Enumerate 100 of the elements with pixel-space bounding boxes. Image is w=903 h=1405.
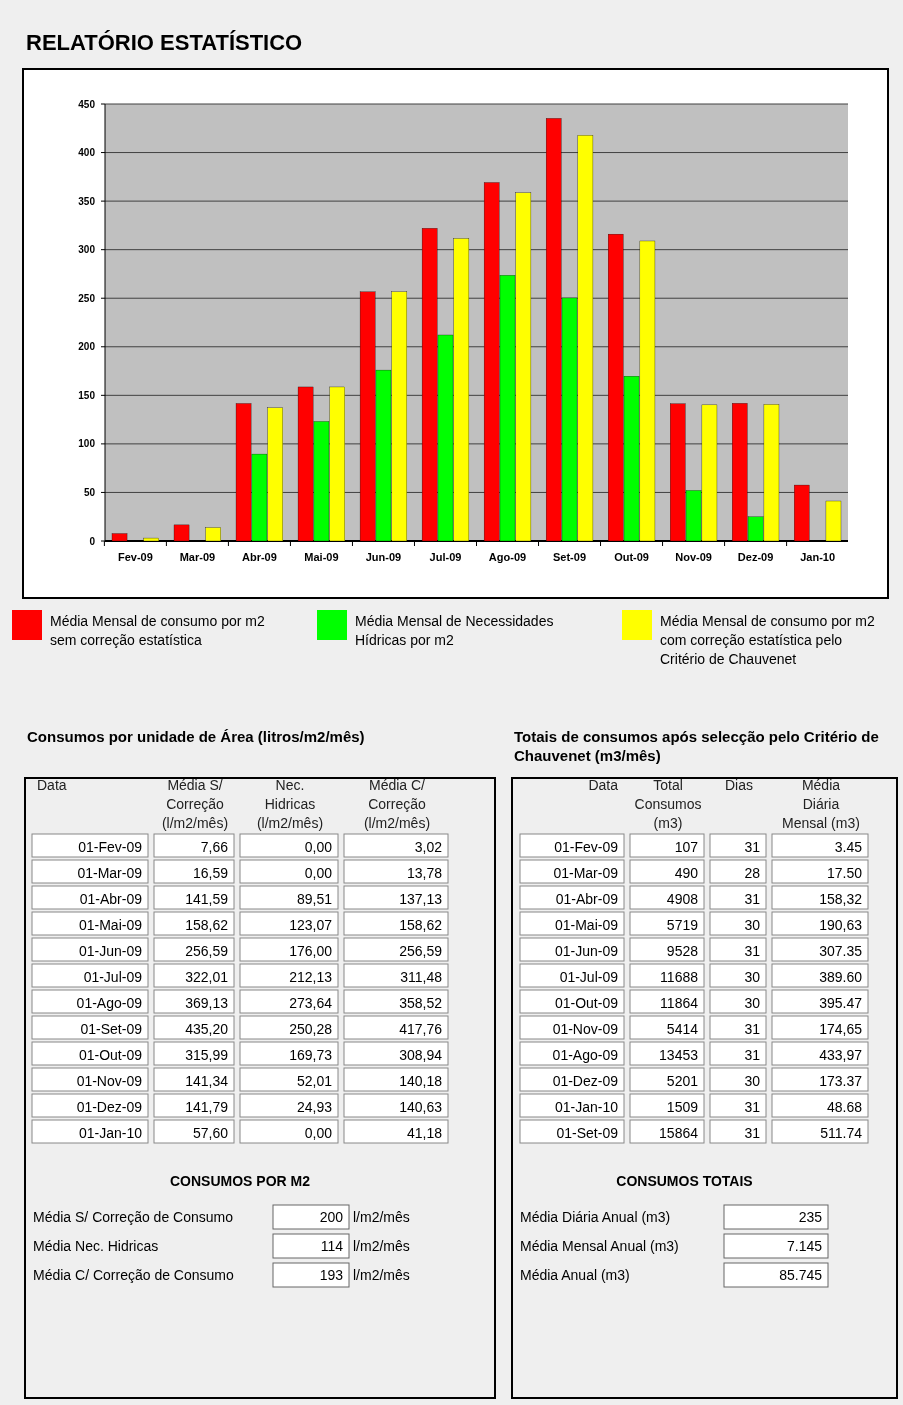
text: 250,28 — [289, 1021, 332, 1037]
text: 57,60 — [192, 1125, 228, 1141]
text: 52,01 — [296, 1073, 332, 1089]
category-label: 01-Mai-09 — [554, 917, 618, 933]
category-label: 01-Nov-09 — [552, 1021, 618, 1037]
y-tick-label: 0 — [89, 535, 96, 547]
text: 31 — [744, 943, 760, 959]
text: 193 — [319, 1267, 344, 1283]
x-tick-label: Mar-09 — [179, 551, 216, 563]
x-tick-label: Mai-09 — [304, 551, 339, 563]
text: 11688 — [660, 969, 698, 985]
category-label: Média Diária Mensal (m3) — [782, 777, 860, 831]
category-label: 01-Jul-09 — [559, 969, 618, 985]
text: 141,79 — [185, 1099, 228, 1115]
text: 16,59 — [192, 865, 228, 881]
text: 212,13 — [289, 969, 332, 985]
category-label: 01-Ago-09 — [552, 1047, 618, 1063]
y-tick-label: 150 — [78, 389, 96, 401]
text: 89,51 — [296, 891, 332, 907]
text: Média Diária Anual (m3) — [520, 1209, 671, 1225]
text: 0,00 — [304, 839, 332, 855]
text: 7,66 — [200, 839, 228, 855]
category-label: Média C/ Correção (l/m2/mês) — [363, 777, 431, 831]
x-tick-label: Set-09 — [553, 551, 587, 563]
text: 190,63 — [819, 917, 862, 933]
category-label: 01-Jan-10 — [78, 1125, 142, 1141]
text: 9528 — [666, 943, 698, 959]
category-label: 01-Fev-09 — [554, 839, 618, 855]
text: 158,62 — [399, 917, 442, 933]
text: 369,13 — [185, 995, 228, 1011]
chart-title: RELATÓRIO ESTATÍSTICO — [26, 30, 303, 55]
legend-label: Média Mensal de Necessidades Hídricas por m2 — [355, 613, 554, 648]
text: 315,99 — [185, 1047, 228, 1063]
text: 158,32 — [819, 891, 862, 907]
text: 435,20 — [185, 1021, 228, 1037]
text: 31 — [744, 1047, 760, 1063]
text: 17.50 — [826, 865, 862, 881]
category-label: 01-Jul-09 — [83, 969, 142, 985]
text: 273,64 — [289, 995, 332, 1011]
category-label: 01-Mar-09 — [553, 865, 618, 881]
text: 417,76 — [399, 1021, 442, 1037]
category-label: Média S/ Correção (l/m2/mês) — [161, 777, 229, 831]
category-label: 01-Set-09 — [556, 1125, 618, 1141]
text: 140,63 — [399, 1099, 442, 1115]
category-label: 01-Mar-09 — [77, 865, 142, 881]
y-tick-label: 400 — [78, 147, 96, 159]
x-tick-label: Jul-09 — [429, 551, 462, 563]
text: Média C/ Correção de Consumo — [33, 1267, 234, 1283]
text: 358,52 — [399, 995, 442, 1011]
text: 308,94 — [399, 1047, 442, 1063]
text: 24,93 — [296, 1099, 332, 1115]
category-label: 01-Abr-09 — [79, 891, 142, 907]
category-label: 01-Ago-09 — [76, 995, 142, 1011]
x-tick-label: Fev-09 — [117, 551, 153, 563]
text: 31 — [744, 1125, 760, 1141]
category-label: 01-Jan-10 — [554, 1099, 618, 1115]
x-tick-label: Jun-09 — [365, 551, 402, 563]
category-label: Dias — [724, 777, 754, 793]
text: l/m2/mês — [353, 1209, 410, 1225]
text: 256,59 — [399, 943, 442, 959]
text: 176,00 — [289, 943, 332, 959]
text: 141,34 — [185, 1073, 228, 1089]
category-label: 01-Mai-09 — [78, 917, 142, 933]
text: l/m2/mês — [353, 1238, 410, 1254]
text: 48.68 — [826, 1099, 862, 1115]
category-label: Total Consumos (m3) — [634, 777, 702, 831]
text: 107 — [674, 839, 698, 855]
text: 31 — [744, 839, 760, 855]
text: 307.35 — [819, 943, 862, 959]
text: 11864 — [660, 995, 698, 1011]
text: 85.745 — [779, 1267, 823, 1283]
text: Média Nec. Hidricas — [33, 1238, 159, 1254]
text: Média S/ Correção de Consumo — [33, 1209, 234, 1225]
x-tick-label: Ago-09 — [488, 551, 527, 563]
category-label: 01-Abr-09 — [555, 891, 618, 907]
category-label: 01-Out-09 — [78, 1047, 142, 1063]
category-label: 01-Out-09 — [554, 995, 618, 1011]
y-tick-label: 100 — [78, 438, 96, 450]
text: 30 — [744, 969, 760, 985]
category-label: 01-Jun-09 — [78, 943, 142, 959]
text: CONSUMOS TOTAIS — [616, 1173, 753, 1189]
text: CONSUMOS POR M2 — [169, 1173, 311, 1189]
text: Data — [588, 777, 619, 793]
text: 28 — [744, 865, 760, 881]
category-label: 01-Jun-09 — [554, 943, 618, 959]
text: 30 — [744, 917, 760, 933]
text: 30 — [744, 1073, 760, 1089]
legend-label: Média Mensal de consumo por m2 sem correção estatística — [50, 613, 265, 648]
x-tick-label: Dez-09 — [737, 551, 774, 563]
text: 41,18 — [406, 1125, 442, 1141]
category-label: 01-Fev-09 — [78, 839, 142, 855]
text: 140,18 — [399, 1073, 442, 1089]
text: 0,00 — [304, 1125, 332, 1141]
text: 235 — [798, 1209, 823, 1225]
text: 31 — [744, 891, 760, 907]
text: 511.74 — [820, 1125, 862, 1141]
text: 173.37 — [819, 1073, 862, 1089]
text: 3,02 — [414, 839, 442, 855]
text: 174,65 — [819, 1021, 862, 1037]
y-tick-label: 350 — [78, 195, 96, 207]
